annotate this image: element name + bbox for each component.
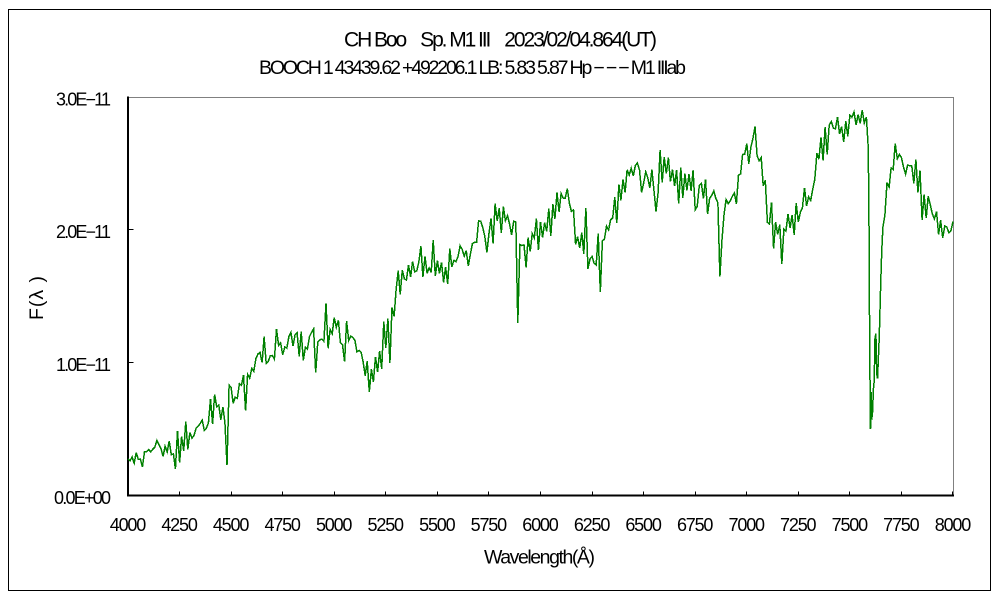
svg-text:6000: 6000: [522, 515, 559, 535]
svg-text:0.0E+00: 0.0E+00: [54, 488, 111, 508]
svg-text:6250: 6250: [574, 515, 611, 535]
svg-text:1.0E−11: 1.0E−11: [56, 355, 111, 375]
svg-text:5250: 5250: [368, 515, 405, 535]
svg-text:6500: 6500: [625, 515, 662, 535]
svg-text:CH Boo Sp. M1 III 2023/0: CH Boo Sp. M1 III 2023/02/04.864(UT): [344, 29, 657, 52]
svg-text:8000: 8000: [935, 515, 972, 535]
svg-text:4000: 4000: [110, 515, 147, 535]
svg-text:7500: 7500: [832, 515, 869, 535]
svg-text:Wavelength(Å): Wavelength(Å): [484, 546, 595, 569]
svg-text:F(λ ): F(λ ): [26, 276, 48, 320]
svg-text:7750: 7750: [883, 515, 920, 535]
svg-text:7000: 7000: [729, 515, 766, 535]
svg-text:5500: 5500: [419, 515, 456, 535]
svg-text:4250: 4250: [161, 515, 198, 535]
svg-text:5750: 5750: [471, 515, 508, 535]
svg-text:2.0E−11: 2.0E−11: [56, 222, 111, 242]
svg-text:BOOCH 1 43439.62 +492206.1 LB:: BOOCH 1 43439.62 +492206.1 LB: 5.83 5.87…: [259, 57, 686, 79]
svg-text:3.0E−11: 3.0E−11: [56, 89, 111, 109]
svg-text:4750: 4750: [264, 515, 301, 535]
svg-text:7250: 7250: [780, 515, 817, 535]
svg-text:6750: 6750: [677, 515, 714, 535]
svg-text:4500: 4500: [213, 515, 250, 535]
svg-text:5000: 5000: [316, 515, 353, 535]
